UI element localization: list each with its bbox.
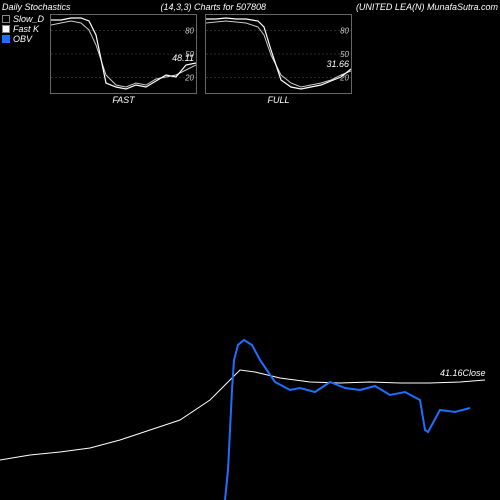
mini-chart-title: FULL bbox=[206, 95, 351, 105]
chart-fast: 20508048.11FAST bbox=[50, 14, 197, 94]
legend-label: OBV bbox=[13, 34, 32, 44]
svg-text:31.66: 31.66 bbox=[326, 59, 349, 69]
svg-text:20: 20 bbox=[184, 73, 194, 82]
legend-label: Fast K bbox=[13, 24, 39, 34]
svg-text:80: 80 bbox=[185, 27, 194, 36]
main-chart: 41.16Close bbox=[0, 110, 500, 500]
title-left: Daily Stochastics bbox=[2, 2, 71, 14]
svg-text:80: 80 bbox=[340, 27, 349, 36]
legend-swatch bbox=[2, 25, 10, 33]
legend-label: Slow_D bbox=[13, 14, 44, 24]
chart-full: 20508031.66FULL bbox=[205, 14, 352, 94]
svg-text:50: 50 bbox=[340, 50, 349, 59]
legend-swatch bbox=[2, 15, 10, 23]
legend-item: Fast K bbox=[2, 24, 44, 34]
title-right: (UNITED LEA(N) MunafaSutra.com bbox=[356, 2, 498, 14]
svg-text:41.16Close: 41.16Close bbox=[440, 368, 486, 378]
legend-item: Slow_D bbox=[2, 14, 44, 24]
legend-item: OBV bbox=[2, 34, 44, 44]
legend: Slow_DFast KOBV bbox=[2, 14, 44, 44]
mini-chart-title: FAST bbox=[51, 95, 196, 105]
svg-text:48.11: 48.11 bbox=[172, 53, 194, 63]
legend-swatch bbox=[2, 35, 10, 43]
title-center: (14,3,3) Charts for 507808 bbox=[160, 2, 266, 14]
